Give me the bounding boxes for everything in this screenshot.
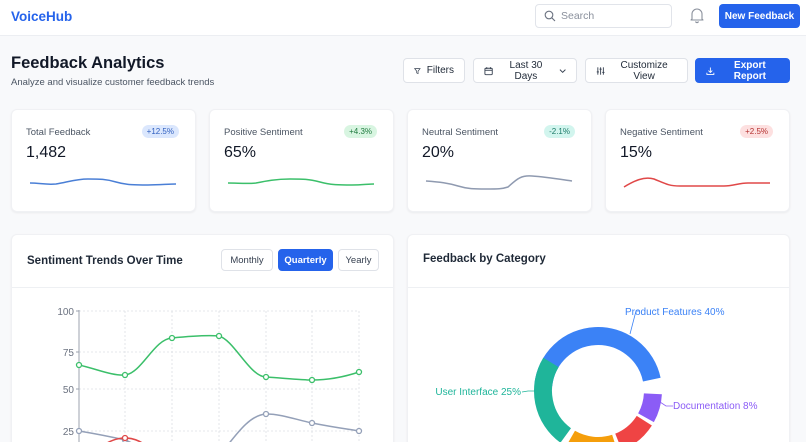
panel-header: Sentiment Trends Over Time Monthly Quart… [12,235,393,288]
customize-view-label: Customize View [620,59,668,82]
slice-user-interface[interactable] [534,357,572,442]
notification-bell-icon[interactable] [690,7,704,24]
sparkline [227,178,375,186]
chevron-down-icon [559,68,566,73]
download-icon [706,67,715,75]
calendar-icon [484,66,493,75]
change-badge: -2.1% [544,125,575,138]
change-badge: +2.5% [740,125,773,138]
stat-label: Positive Sentiment [224,127,303,138]
label-product-features: Product Features 40% [625,307,725,318]
y-tick-50: 50 [63,385,75,396]
page-title: Feedback Analytics [11,54,165,72]
stat-card-total-feedback: Total Feedback +12.5% 1,482 [11,109,196,212]
change-badge: +4.3% [344,125,377,138]
panel-header: Feedback by Category [408,235,789,288]
date-range-label: Last 30 Days [509,59,543,82]
export-report-label: Export Report [733,59,766,82]
stat-card-negative-sentiment: Negative Sentiment +2.5% 15% [605,109,790,212]
brand-logo[interactable]: VoiceHub [11,9,73,24]
filter-icon [414,67,421,74]
negative-series-line [107,437,143,442]
search-box[interactable] [535,4,672,28]
stat-card-neutral-sentiment: Neutral Sentiment -2.1% 20% [407,109,592,212]
filters-label: Filters [426,65,454,76]
customize-view-button[interactable]: Customize View [585,58,688,83]
stat-card-positive-sentiment: Positive Sentiment +4.3% 65% [209,109,394,212]
label-user-interface: User Interface 25% [435,387,521,398]
sliders-icon [596,66,605,75]
search-icon [544,10,556,22]
leader-line-user-interface [521,390,535,393]
export-report-button[interactable]: Export Report [695,58,790,83]
filters-button[interactable]: Filters [403,58,465,83]
sparkline [425,175,573,190]
sentiment-line-chart: 100 75 50 25 [57,307,363,442]
panel-title: Sentiment Trends Over Time [27,255,183,267]
change-badge: +12.5% [141,125,179,138]
y-tick-75: 75 [63,348,75,359]
stat-value: 20% [422,144,455,161]
period-quarterly-button[interactable]: Quarterly [278,249,333,271]
sparkline [623,177,770,188]
positive-series-line [78,334,360,381]
slice-orange-category[interactable] [568,430,615,442]
sentiment-trends-panel: Sentiment Trends Over Time Monthly Quart… [11,234,394,442]
slice-red-category[interactable] [614,415,652,442]
stat-value: 65% [224,144,257,161]
grid-lines [79,310,360,442]
period-yearly-button[interactable]: Yearly [338,249,379,271]
positive-series-points [75,332,363,384]
stat-value: 1,482 [26,144,67,161]
new-feedback-button[interactable]: New Feedback [719,4,800,28]
sparkline [29,178,177,186]
label-documentation: Documentation 8% [673,401,758,412]
top-header: VoiceHub New Feedback [0,0,806,36]
date-range-dropdown[interactable]: Last 30 Days [473,58,577,83]
stat-label: Negative Sentiment [620,127,703,138]
y-tick-100: 100 [57,307,74,318]
feedback-category-panel: Feedback by Category Product Features 40… [407,234,790,442]
leader-line-documentation [659,401,673,407]
y-tick-25: 25 [63,427,75,438]
leader-line-product [629,310,640,335]
stat-label: Total Feedback [26,127,91,138]
negative-series-points [121,434,129,442]
panel-title: Feedback by Category [423,253,546,265]
page-subtitle: Analyze and visualize customer feedback … [11,77,215,88]
period-monthly-button[interactable]: Monthly [221,249,273,271]
category-donut-chart: Product Features 40% Documentation 8% Us… [435,307,758,442]
stat-value: 15% [620,144,653,161]
stat-label: Neutral Sentiment [422,127,499,138]
search-input[interactable] [561,8,666,24]
slice-documentation[interactable] [637,392,662,423]
